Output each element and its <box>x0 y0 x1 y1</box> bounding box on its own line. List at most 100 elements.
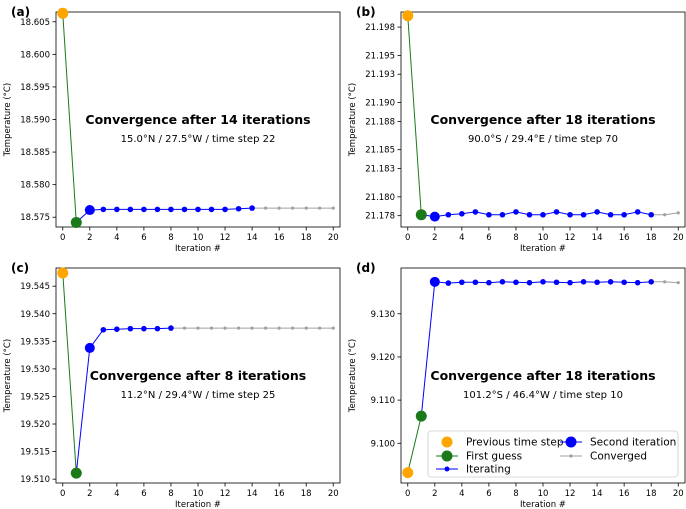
x-tick-label: 10 <box>538 233 549 243</box>
legend-converged-marker <box>569 454 573 458</box>
iterating-point <box>114 206 120 213</box>
y-tick-label: 21.193 <box>365 70 395 80</box>
x-tick-label: 20 <box>673 233 684 243</box>
panel-c: 0 2 4 6 8 10 12 14 16 18 20 19.510 19.515 19.520 19.52… <box>3 261 341 509</box>
y-tick-label: 9.130 <box>371 310 395 320</box>
iterating-point <box>540 211 546 218</box>
x-tick-label: 12 <box>220 489 231 499</box>
x-tick-label: 0 <box>405 233 410 243</box>
iterating-point <box>594 279 600 286</box>
iterating-point <box>526 211 533 218</box>
y-tick-label: 18.585 <box>20 148 50 158</box>
second-iteration-point <box>429 276 440 287</box>
x-tick-label: 8 <box>513 233 518 243</box>
converged-point <box>318 206 322 210</box>
previous-time-step-point <box>57 267 69 279</box>
iterating-point <box>168 206 174 213</box>
converged-point <box>676 211 680 215</box>
y-tick-label: 19.540 <box>20 310 50 320</box>
legend-second-iteration-label: Second iteration <box>590 437 676 449</box>
iterating-point <box>222 206 228 213</box>
iterating-point <box>648 211 654 218</box>
x-tick-label: 20 <box>673 489 684 499</box>
panel-label: (a) <box>11 5 30 19</box>
first-guess-line <box>62 13 77 223</box>
y-tick-label: 18.590 <box>20 116 50 126</box>
y-tick-label: 19.525 <box>20 392 50 402</box>
converged-point <box>291 326 295 330</box>
panel-label: (c) <box>11 261 29 275</box>
x-tick-label: 16 <box>619 233 630 243</box>
legend-previous-label: Previous time step <box>466 437 564 449</box>
location-subtitle: 101.2°S / 46.4°W / time step 10 <box>463 390 623 401</box>
x-tick-label: 10 <box>193 489 204 499</box>
x-tick-label: 16 <box>274 233 285 243</box>
iterating-point <box>499 279 506 285</box>
converged-point <box>236 326 241 330</box>
y-tick-label: 9.110 <box>371 396 395 406</box>
previous-time-step-point <box>57 7 69 19</box>
convergence-title: Convergence after 18 iterations <box>430 112 655 127</box>
x-tick-label: 14 <box>592 233 603 243</box>
second-iteration-point <box>429 211 440 222</box>
y-tick-label: 18.605 <box>20 18 50 28</box>
convergence-title: Convergence after 18 iterations <box>430 368 655 383</box>
iterating-point <box>100 206 107 213</box>
x-tick-label: 4 <box>114 489 119 499</box>
iterating-point <box>127 206 134 213</box>
converged-point <box>223 326 227 330</box>
first-guess-point <box>415 209 427 221</box>
x-tick-label: 2 <box>87 233 92 243</box>
location-subtitle: 11.2°N / 29.4°W / time step 25 <box>121 390 276 401</box>
iterating-point <box>195 206 201 213</box>
x-tick-label: 0 <box>405 489 410 499</box>
x-axis-label: Iteration # <box>520 244 566 254</box>
x-axis-label: Iteration # <box>520 500 566 509</box>
y-tick-label: 19.545 <box>20 282 50 292</box>
iterating-point <box>567 279 573 286</box>
convergence-title: Convergence after 8 iterations <box>90 368 306 383</box>
y-tick-label: 18.600 <box>20 50 50 60</box>
iterating-point <box>634 209 641 215</box>
iterating-point <box>648 279 654 285</box>
x-tick-label: 16 <box>619 489 630 499</box>
iterating-point <box>472 209 479 215</box>
iterating-point <box>553 209 560 215</box>
converged-point <box>264 326 268 330</box>
iterating-point <box>526 279 533 286</box>
x-tick-label: 6 <box>486 489 491 499</box>
x-tick-label: 12 <box>565 489 576 499</box>
x-tick-label: 18 <box>646 489 657 499</box>
y-tick-label: 19.515 <box>20 448 50 458</box>
iterating-point <box>621 279 627 286</box>
converged-point <box>196 326 200 330</box>
iterating-point <box>621 211 627 218</box>
iterating-point <box>634 279 641 286</box>
y-tick-label: 21.188 <box>365 117 395 127</box>
iterating-point <box>553 279 560 286</box>
x-tick-label: 12 <box>565 233 576 243</box>
x-tick-label: 0 <box>60 233 65 243</box>
x-tick-label: 20 <box>328 489 339 499</box>
y-tick-label: 21.185 <box>365 146 395 156</box>
iterating-point <box>499 211 506 218</box>
iterating-point <box>594 209 600 215</box>
convergence-title: Convergence after 14 iterations <box>85 112 310 127</box>
first-guess-line <box>407 15 422 215</box>
x-tick-label: 6 <box>141 233 146 243</box>
x-tick-label: 14 <box>247 233 258 243</box>
first-guess-point <box>70 216 82 228</box>
x-tick-label: 14 <box>592 489 603 499</box>
panel-label: (d) <box>356 261 376 275</box>
iterating-point <box>580 279 587 285</box>
y-tick-label: 18.575 <box>20 213 50 223</box>
y-tick-label: 19.510 <box>20 475 50 485</box>
iterating-point <box>486 211 492 218</box>
converged-point <box>304 326 308 330</box>
converged-point <box>331 326 335 330</box>
panel-label: (b) <box>356 5 376 19</box>
y-tick-label: 19.520 <box>20 420 50 430</box>
previous-time-step-point <box>402 467 414 479</box>
iterating-point <box>127 325 134 332</box>
y-axis-label: Temperature (°C) <box>348 83 358 157</box>
